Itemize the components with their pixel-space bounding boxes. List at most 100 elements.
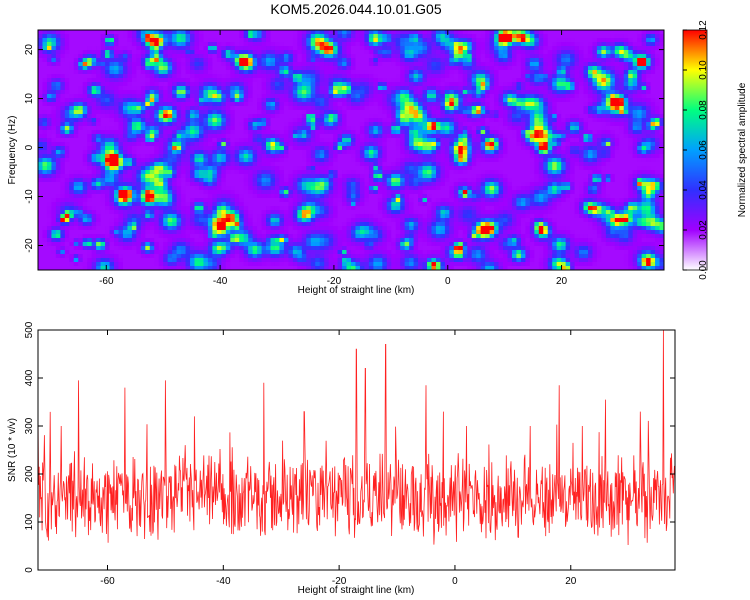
heatmap-cell (382, 66, 388, 71)
heatmap-cell (431, 54, 437, 59)
heatmap-cell (480, 150, 486, 155)
heatmap-cell (444, 110, 450, 115)
heatmap-cell (534, 102, 540, 107)
heatmap-cell (176, 38, 182, 43)
heatmap-cell (73, 78, 79, 83)
heatmap-cell (145, 170, 151, 175)
heatmap-cell (42, 30, 48, 35)
heatmap-cell (297, 34, 303, 39)
heatmap-cell (145, 154, 151, 159)
heatmap-cell (87, 122, 93, 127)
heatmap-cell (64, 70, 70, 75)
heatmap-cell (413, 90, 419, 95)
heatmap-cell (570, 154, 575, 159)
heatmap-cell (386, 102, 392, 107)
heatmap-cell (230, 38, 236, 43)
heatmap-cell (623, 86, 629, 91)
heatmap-cell (73, 126, 79, 131)
heatmap-cell (46, 170, 52, 175)
heatmap-cell (637, 58, 643, 63)
heatmap-cell (431, 98, 437, 103)
heatmap-cell (149, 46, 155, 51)
heatmap-cell (601, 70, 607, 75)
heatmap-cell (337, 82, 343, 87)
heatmap-cell (100, 126, 106, 131)
heatmap-cell (628, 90, 634, 95)
heatmap-cell (91, 110, 97, 115)
heatmap-cell (355, 146, 361, 151)
heatmap-cell (96, 146, 101, 151)
heatmap-cell (632, 138, 638, 143)
heatmap-cell (96, 142, 101, 147)
heatmap-cell (583, 46, 589, 51)
heatmap-cell (659, 166, 664, 171)
heatmap-cell (503, 146, 508, 151)
heatmap-cell (614, 126, 620, 131)
heatmap-cell (145, 166, 151, 171)
heatmap-cell (507, 82, 513, 87)
heatmap-cell (427, 150, 432, 155)
heatmap-cell (194, 98, 200, 103)
heatmap-cell (239, 82, 245, 87)
heatmap-cell (534, 90, 540, 95)
heatmap-cell (176, 110, 182, 115)
heatmap-cell (91, 94, 97, 99)
heatmap-cell (480, 58, 486, 63)
heatmap-cell (145, 126, 151, 131)
heatmap-cell (87, 142, 93, 147)
heatmap-cell (458, 146, 464, 151)
heatmap-cell (444, 154, 450, 159)
heatmap-cell (422, 50, 428, 55)
heatmap-cell (614, 66, 620, 71)
heatmap-cell (377, 134, 383, 139)
heatmap-cell (404, 78, 410, 83)
heatmap-cell (346, 130, 352, 135)
heatmap-cell (382, 142, 388, 147)
heatmap-cell (78, 146, 84, 151)
heatmap-cell (507, 66, 513, 71)
heatmap-cell (181, 38, 186, 43)
heatmap-cell (547, 106, 553, 111)
heatmap-cell (404, 130, 410, 135)
heatmap-cell (596, 126, 602, 131)
heatmap-cell (570, 106, 575, 111)
heatmap-cell (637, 70, 643, 75)
heatmap-cell (292, 138, 298, 143)
heatmap-cell (333, 82, 338, 87)
heatmap-cell (38, 106, 43, 111)
heatmap-cell (274, 142, 280, 147)
heatmap-cell (118, 126, 124, 131)
heatmap-cell (64, 50, 70, 55)
heatmap-cell (476, 142, 482, 147)
heatmap-cell (364, 142, 370, 147)
heatmap-cell (646, 150, 651, 155)
heatmap-cell (507, 102, 513, 107)
heatmap-cell (655, 130, 660, 135)
heatmap-cell (234, 82, 240, 87)
heatmap-cell (288, 170, 294, 175)
heatmap-cell (579, 94, 584, 99)
heatmap-cell (601, 38, 607, 43)
heatmap-cell (489, 82, 495, 87)
heatmap-cell (552, 134, 558, 139)
heatmap-cell (646, 158, 651, 163)
heatmap-cell (172, 82, 178, 87)
heatmap-cell (266, 158, 271, 163)
heatmap-cell (207, 146, 213, 151)
heatmap-cell (453, 90, 459, 95)
heatmap-cell (404, 86, 410, 91)
heatmap-cell (538, 74, 544, 79)
heatmap-cell (198, 170, 204, 175)
heatmap-cell (274, 70, 280, 75)
heatmap-cell (181, 34, 186, 39)
heatmap-cell (91, 30, 97, 35)
heatmap-cell (181, 142, 186, 147)
heatmap-cell (163, 50, 169, 55)
heatmap-cell (172, 106, 178, 111)
heatmap-cell (109, 78, 115, 83)
heatmap-cell (596, 86, 602, 91)
heatmap-cell (386, 82, 392, 87)
heatmap-cell (628, 46, 634, 51)
heatmap-cell (221, 118, 227, 123)
heatmap-cell (355, 90, 361, 95)
